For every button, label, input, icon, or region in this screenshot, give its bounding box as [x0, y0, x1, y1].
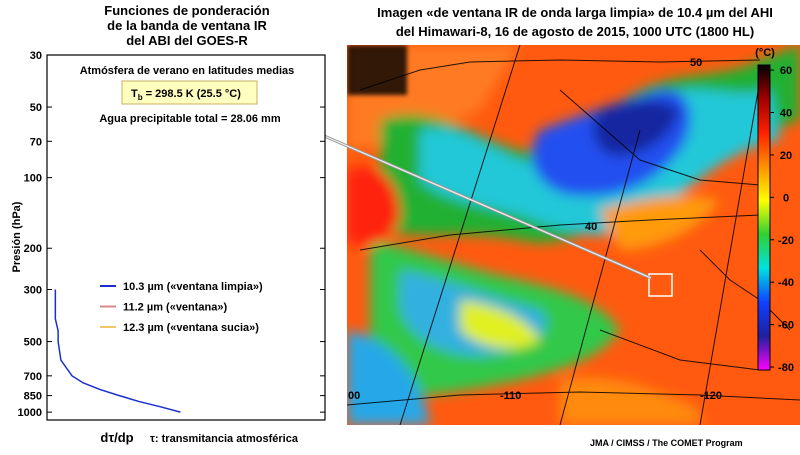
map-label: -120	[700, 390, 722, 402]
colorbar-tick-label: -40	[778, 277, 794, 289]
chart-title: del ABI del GOES-R	[126, 33, 248, 48]
y-tick-label: 200	[24, 243, 42, 255]
y-tick-label: 500	[24, 337, 42, 349]
legend-label: 12.3 µm («ventana sucia»)	[123, 322, 259, 334]
y-tick-label: 100	[24, 173, 42, 185]
map-label: 00	[348, 390, 360, 402]
x-axis-label: dτ/dp	[100, 430, 133, 445]
y-tick-label: 70	[30, 136, 42, 148]
chart-title: Funciones de ponderación	[104, 3, 269, 18]
tb-symbol: T	[131, 88, 138, 100]
colorbar	[757, 64, 771, 371]
credit: JMA / CIMSS / The COMET Program	[590, 438, 743, 448]
y-tick-label: 1000	[18, 407, 42, 419]
colorbar-tick-label: -20	[778, 235, 794, 247]
y-tick-label: 30	[30, 50, 42, 62]
image-title: Imagen «de ventana IR de onda larga limp…	[377, 5, 773, 20]
map-label: 50	[690, 57, 702, 69]
legend-label: 10.3 µm («ventana limpia»)	[123, 281, 263, 293]
colorbar-tick-label: -80	[778, 362, 794, 374]
annotation: Agua precipitable total = 28.06 mm	[99, 113, 280, 125]
legend-label: 11.2 µm («ventana»)	[123, 302, 228, 314]
y-axis-label: Presión (hPa)	[11, 201, 23, 272]
chart-title: de la banda de ventana IR	[107, 18, 267, 33]
location-marker	[648, 273, 673, 297]
map-label: -110	[500, 390, 521, 402]
colorbar-tick-label: 20	[780, 150, 792, 162]
plot-frame	[46, 54, 326, 421]
tb-text: = 298.5 K (25.5 °C)	[143, 88, 242, 100]
tb-subscript: b	[138, 93, 143, 102]
x-axis-note: τ: transmitancia atmosférica	[150, 433, 299, 445]
satellite-image	[347, 45, 800, 425]
colorbar-tick-label: 0	[783, 192, 789, 204]
image-title: del Himawari-8, 16 de agosto de 2015, 10…	[396, 24, 754, 39]
tb-box	[121, 80, 258, 105]
y-tick-label: 50	[30, 102, 42, 114]
y-tick-label: 850	[24, 391, 42, 403]
annotation: Atmósfera de verano en latitudes medias	[80, 65, 295, 77]
series-line	[54, 289, 181, 413]
y-tick-label: 300	[24, 285, 42, 297]
colorbar-tick-label: 60	[780, 65, 792, 77]
colorbar-unit: (°C)	[755, 47, 775, 59]
y-tick-label: 700	[24, 371, 42, 383]
colorbar-tick-label: 40	[780, 108, 792, 120]
map-label: 40	[585, 221, 597, 233]
colorbar-tick-label: -60	[778, 320, 794, 332]
tb-label: Tb = 298.5 K (25.5 °C)	[131, 88, 241, 102]
